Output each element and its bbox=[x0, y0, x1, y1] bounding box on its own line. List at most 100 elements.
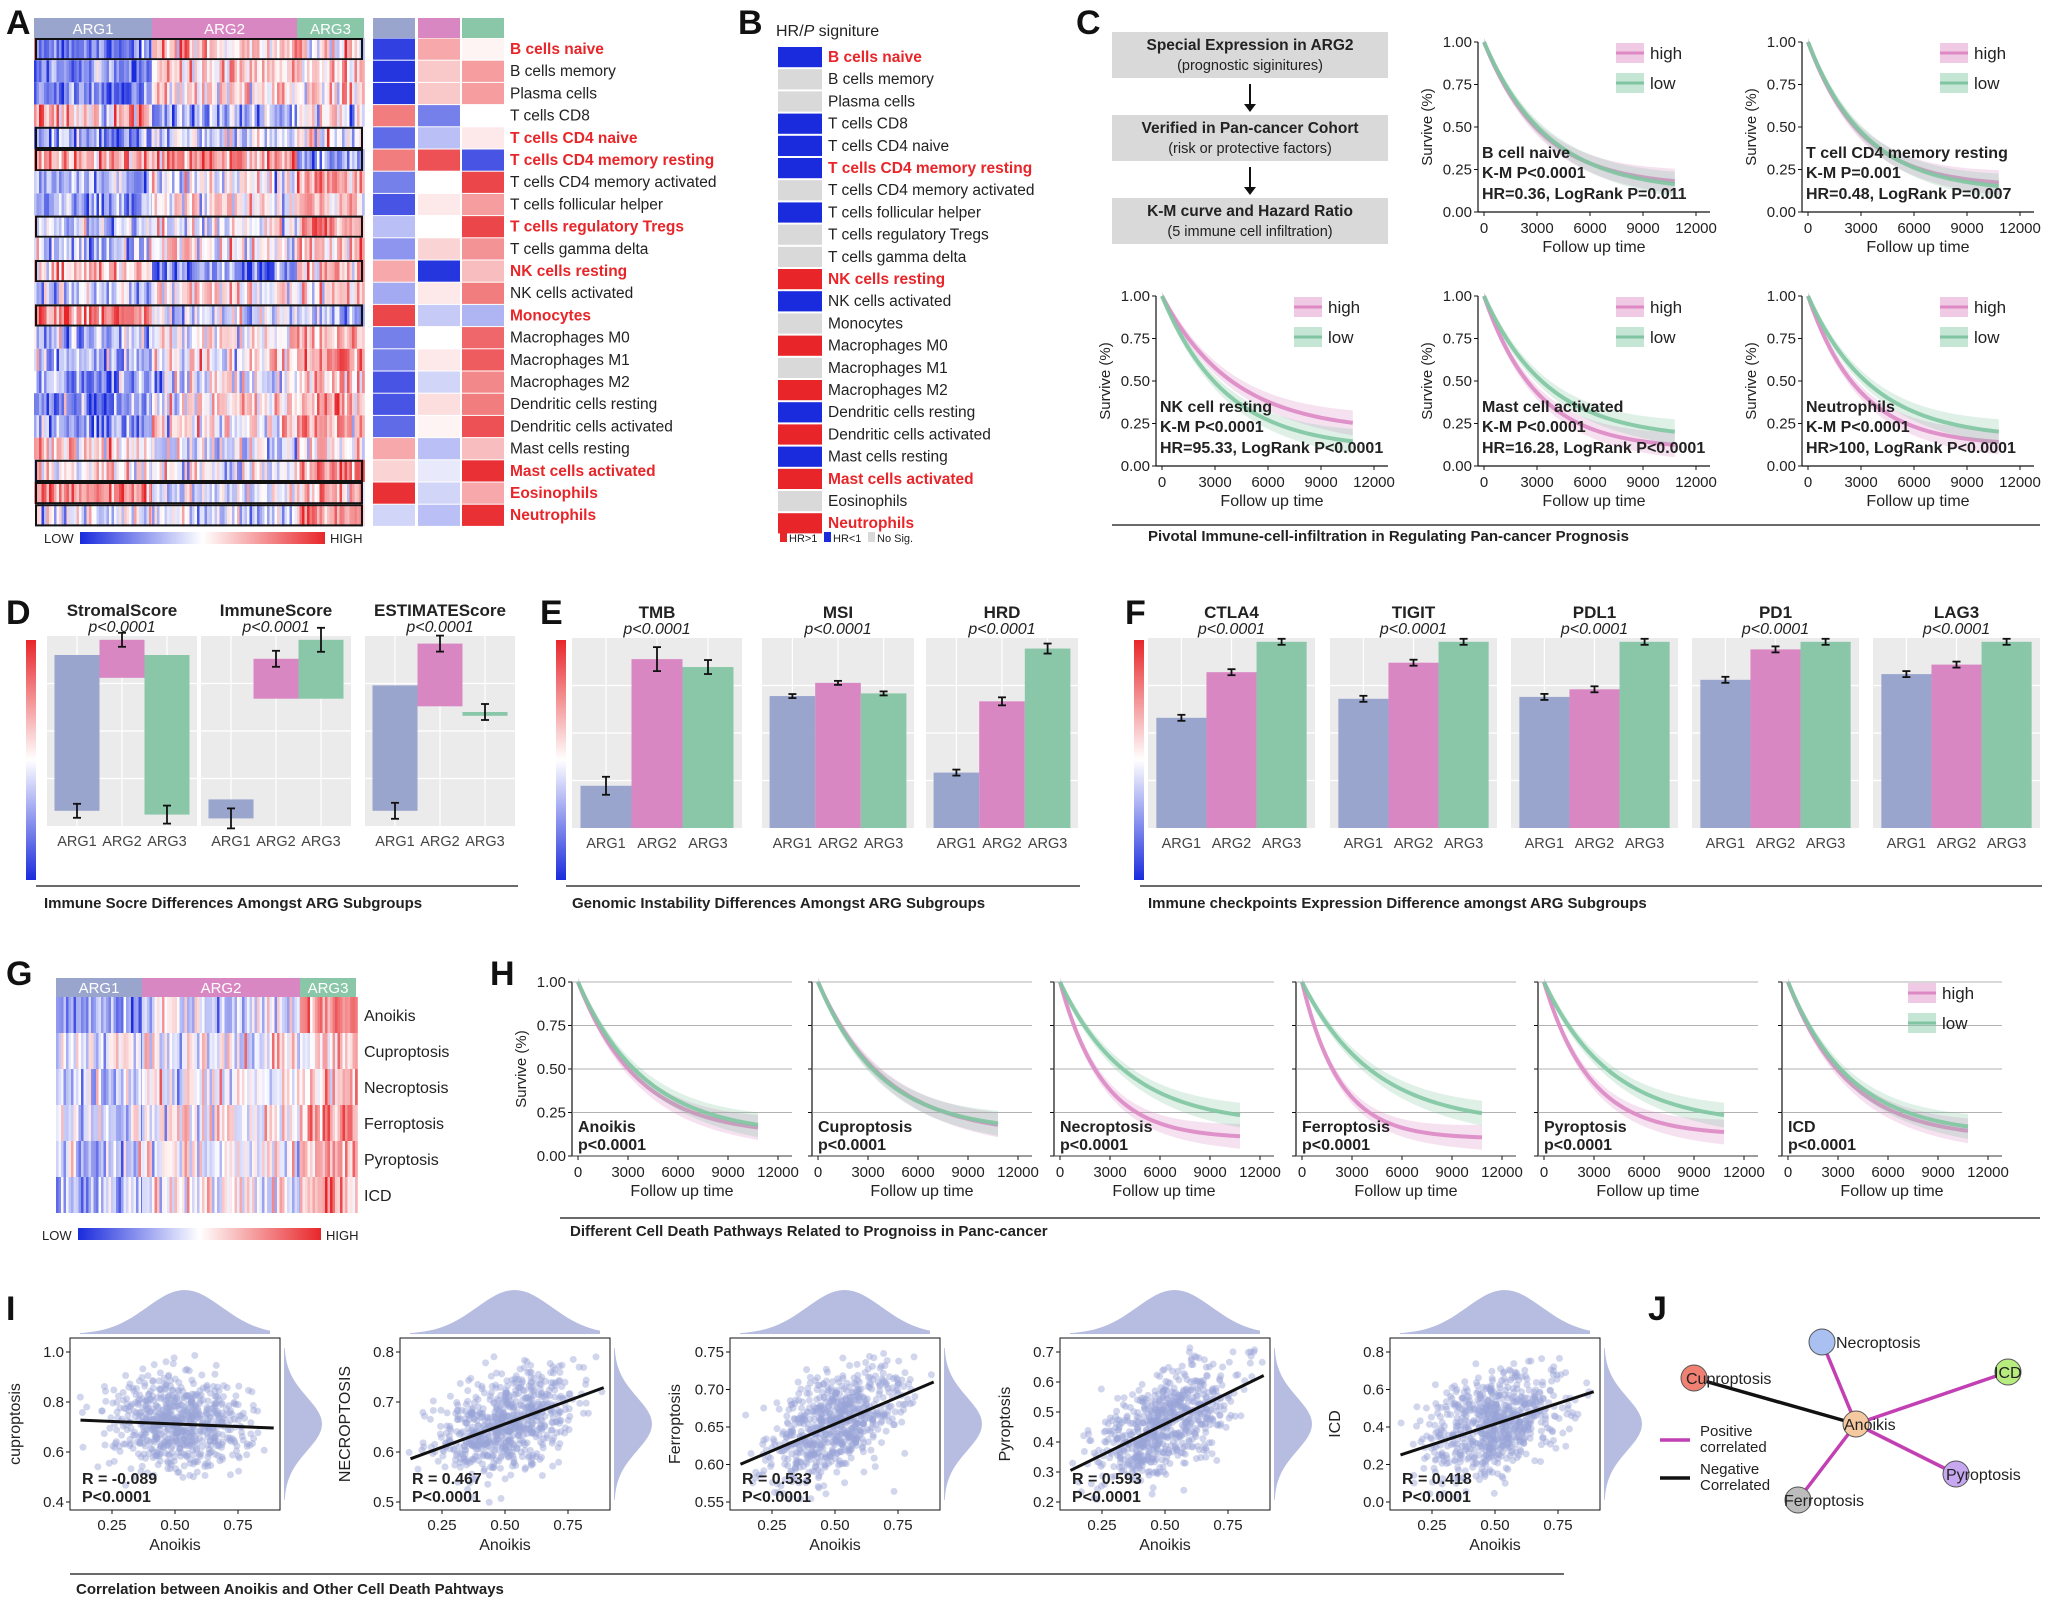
heatmap-cell bbox=[332, 393, 335, 416]
heatmap-cell bbox=[174, 237, 178, 260]
heatmap-cell bbox=[152, 348, 155, 371]
heatmap-cell bbox=[73, 997, 77, 1033]
hr-cell bbox=[778, 424, 822, 445]
heatmap-cell bbox=[344, 504, 348, 527]
heatmap-cell bbox=[111, 504, 115, 527]
marginal-histogram-y bbox=[284, 1348, 322, 1500]
hr-row-label: Mast cells activated bbox=[828, 471, 974, 488]
heatmap-cell bbox=[194, 304, 198, 327]
heatmap-cell bbox=[76, 237, 80, 260]
heatmap-cell bbox=[259, 1177, 263, 1213]
heatmap-cell bbox=[162, 215, 165, 238]
heatmap-cell bbox=[249, 393, 253, 416]
heatmap-cell bbox=[274, 260, 278, 283]
heatmap-cell bbox=[136, 348, 140, 371]
km-curve-low bbox=[1300, 981, 1483, 1116]
heatmap-cell bbox=[269, 348, 273, 371]
heatmap-cell bbox=[297, 126, 300, 149]
heatmap-cell bbox=[302, 1033, 306, 1069]
heatmap-cell bbox=[349, 437, 353, 460]
heatmap-cell bbox=[294, 82, 298, 105]
heatmap-cell bbox=[212, 1033, 215, 1069]
heatmap-cell bbox=[199, 82, 203, 105]
heatmap-cell bbox=[244, 482, 248, 505]
heatmap-cell bbox=[167, 193, 170, 216]
km-name: ICD bbox=[1788, 1119, 1816, 1136]
heatmap-cell bbox=[284, 260, 288, 283]
heatmap-cell bbox=[199, 282, 203, 305]
flow-arrowhead bbox=[1244, 187, 1256, 195]
heatmap-cell bbox=[64, 237, 67, 260]
heatmap-cell bbox=[44, 282, 47, 305]
heatmap-cell bbox=[322, 1177, 326, 1213]
heatmap-cell bbox=[46, 237, 50, 260]
avg-cell bbox=[462, 38, 504, 60]
heatmap-cell bbox=[284, 38, 288, 61]
heatmap-cell bbox=[152, 997, 155, 1033]
heatmap-cell bbox=[237, 437, 240, 460]
heatmap-cell bbox=[249, 1177, 253, 1213]
heatmap-cell bbox=[49, 126, 52, 149]
heatmap-cell bbox=[116, 482, 120, 505]
heatmap-cell bbox=[322, 260, 325, 283]
heatmap-cell bbox=[259, 997, 263, 1033]
heatmap-cell bbox=[174, 104, 178, 127]
heatmap-cell bbox=[242, 348, 245, 371]
heatmap-cell bbox=[199, 260, 203, 283]
y-tick-label: 0.50 bbox=[1443, 119, 1472, 136]
heatmap-cell bbox=[187, 60, 190, 83]
heatmap-cell bbox=[63, 997, 67, 1033]
heatmap-cell bbox=[319, 260, 323, 283]
heatmap-cell bbox=[58, 1105, 62, 1141]
heatmap-cell bbox=[229, 193, 233, 216]
heatmap-cell bbox=[294, 193, 298, 216]
hr-row-label: T cells CD8 bbox=[828, 116, 908, 133]
y-tick-label: 0.75 bbox=[1767, 331, 1796, 348]
heatmap-cell bbox=[74, 437, 77, 460]
heatmap-cell bbox=[194, 1105, 198, 1141]
heatmap-cell bbox=[357, 282, 360, 305]
heatmap-cell bbox=[106, 82, 110, 105]
heatmap-cell bbox=[232, 371, 235, 394]
heatmap-cell bbox=[61, 459, 65, 482]
heatmap-cell bbox=[274, 215, 278, 238]
heatmap-cell bbox=[299, 237, 303, 260]
heatmap-cell bbox=[192, 1141, 195, 1177]
avg-cell bbox=[462, 282, 504, 304]
heatmap-cell bbox=[347, 171, 350, 194]
heatmap-cell bbox=[167, 326, 170, 349]
heatmap-cell bbox=[96, 348, 100, 371]
heatmap-cell bbox=[149, 348, 152, 371]
heatmap-cell bbox=[136, 437, 140, 460]
heatmap-cell bbox=[167, 82, 170, 105]
heatmap-cell bbox=[114, 326, 117, 349]
heatmap-cell bbox=[324, 371, 328, 394]
heatmap-cell bbox=[307, 415, 310, 438]
heatmap-cell bbox=[101, 1177, 104, 1213]
heatmap-cell bbox=[162, 126, 165, 149]
heatmap-cell bbox=[302, 193, 305, 216]
heatmap-cell bbox=[172, 1141, 175, 1177]
heatmap-cell bbox=[279, 459, 283, 482]
heatmap-cell bbox=[162, 38, 165, 61]
heatmap-cell bbox=[86, 304, 90, 327]
heatmap-cell bbox=[297, 459, 300, 482]
heatmap-cell bbox=[101, 171, 105, 194]
heatmap-cell bbox=[310, 1141, 313, 1177]
heatmap-cell bbox=[279, 171, 283, 194]
heatmap-cell bbox=[224, 304, 228, 327]
heatmap-cell bbox=[212, 104, 215, 127]
heatmap-cell bbox=[239, 171, 243, 194]
heatmap-cell bbox=[322, 60, 325, 83]
heatmap-cell bbox=[129, 126, 132, 149]
heatmap-cell bbox=[99, 348, 102, 371]
scatter-point bbox=[226, 1409, 234, 1417]
heatmap-cell bbox=[292, 237, 295, 260]
heatmap-cell bbox=[36, 237, 40, 260]
heatmap-cell bbox=[159, 371, 163, 394]
heatmap-cell bbox=[94, 149, 97, 172]
heatmap-cell bbox=[214, 459, 218, 482]
heatmap-cell bbox=[74, 282, 77, 305]
heatmap-cell bbox=[39, 459, 42, 482]
heatmap-cell bbox=[56, 60, 60, 83]
